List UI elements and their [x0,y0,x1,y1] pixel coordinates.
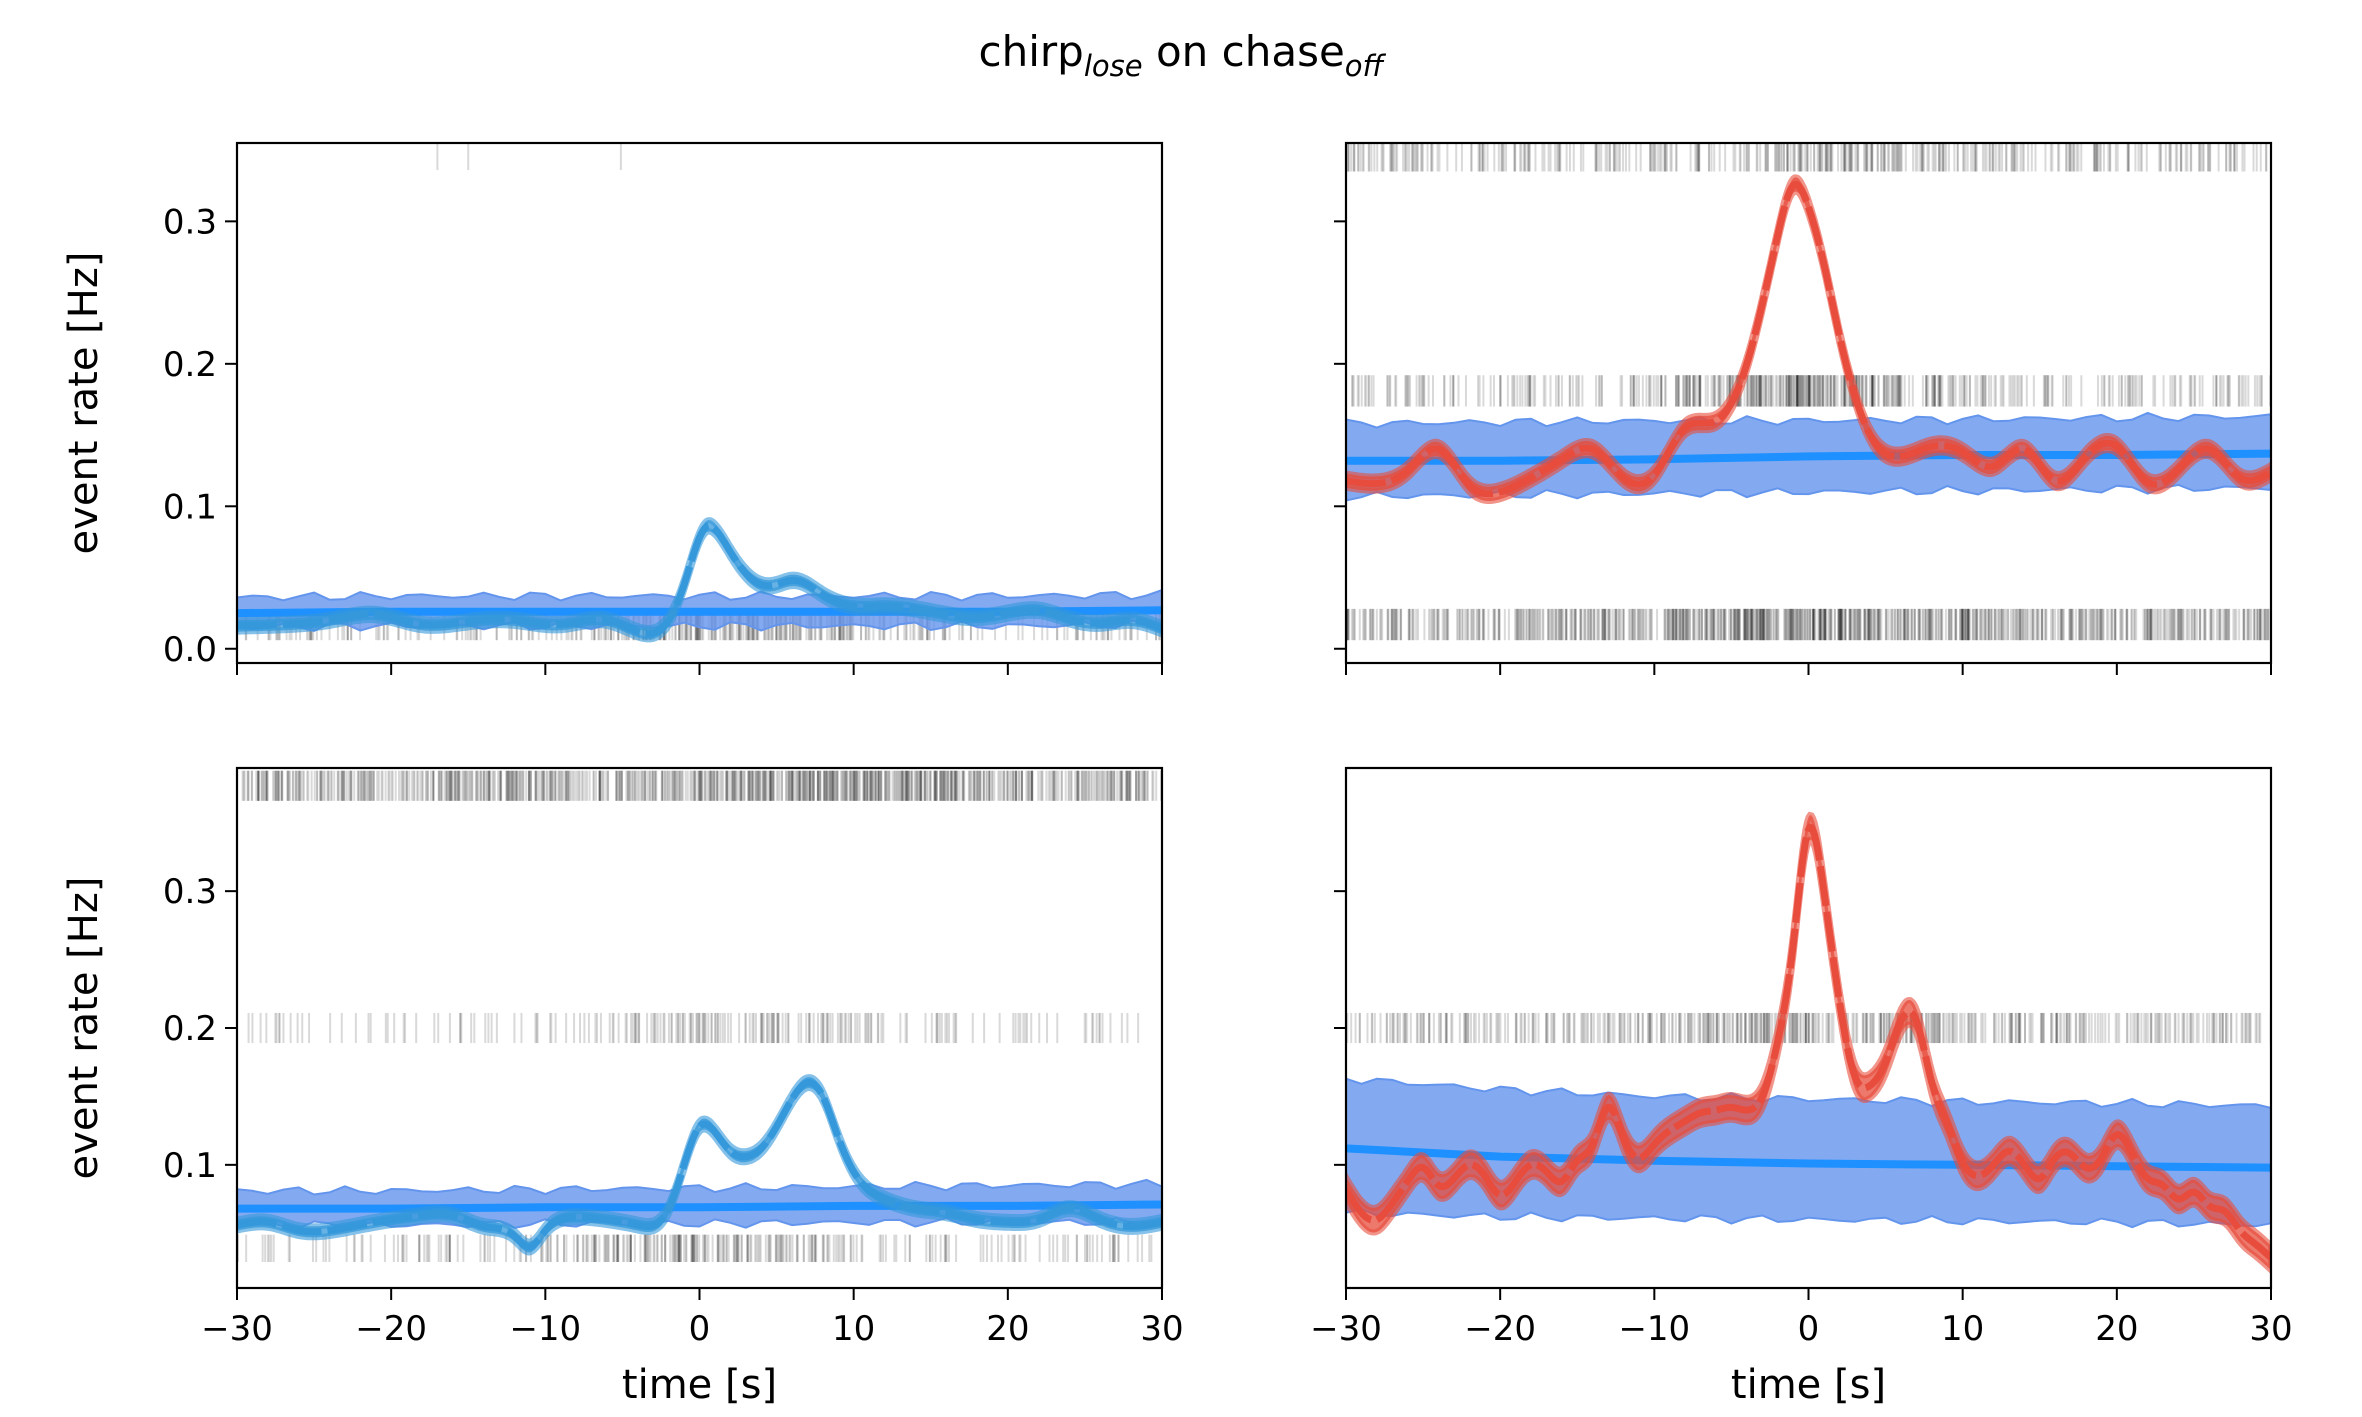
x-tick-label: −10 [1618,1309,1690,1349]
title-subscript-lose: lose [1084,49,1143,83]
event-raster [237,1234,1153,1262]
x-tick-label: 0 [689,1309,711,1349]
figure-title: chirplose on chaseoff [979,27,1387,83]
y-tick-label: 0.1 [163,1146,217,1186]
plot-area [237,770,1162,1262]
subplot-grid: 0.0 0.1 0.2 0.3 event rate [Hz] −30 −20 −10 0 10 2… [61,141,2293,1408]
signal-line [1346,180,2271,498]
event-raster [247,1012,1140,1044]
signal-line [237,522,1162,638]
x-axis-label: time [s] [622,1362,777,1408]
panel-top-left: 0.0 0.1 0.2 0.3 event rate [Hz] [61,141,1164,675]
y-tick-label: 0.3 [163,872,217,912]
y-tick-label: 0.0 [163,630,217,670]
y-tick-label: 0.1 [163,487,217,527]
event-raster [1346,608,2271,641]
event-raster [1351,375,2271,407]
y-axis-label: event rate [Hz] [61,252,107,555]
baseline-mean-line [1346,1144,2271,1172]
x-axis-label: time [s] [1731,1362,1886,1408]
x-tick-label: 20 [2095,1309,2138,1349]
event-raster [436,143,622,171]
x-tick-label: −30 [1310,1309,1382,1349]
x-tick-label: 20 [986,1309,1029,1349]
event-raster [241,770,1162,801]
x-tick-label: 30 [2249,1309,2292,1349]
plot-area [1346,143,2271,641]
plot-area [237,143,1162,643]
baseline-mean-line [237,1200,1162,1213]
x-tick-label: −20 [1464,1309,1536,1349]
x-tick-label: −10 [509,1309,581,1349]
signal-line [237,1078,1162,1251]
plot-area [1346,811,2271,1275]
x-tick-label: −20 [355,1309,427,1349]
y-tick-label: 0.3 [163,202,217,242]
title-subscript-off: off [1345,49,1387,83]
x-tick-label: 30 [1140,1309,1183,1349]
x-tick-label: −30 [201,1309,273,1349]
title-middle: on chase [1143,27,1345,76]
y-tick-label: 0.2 [163,1009,217,1049]
y-tick-label: 0.2 [163,345,217,385]
event-raster [1347,143,2268,172]
x-tick-label: 10 [1941,1309,1984,1349]
event-raster [1346,1012,2271,1044]
panel-bottom-left: −30 −20 −10 0 10 20 30 0.1 0.2 0.3 time [s] event r… [61,766,1184,1408]
signal-line [1346,823,2271,1261]
y-axis-label: event rate [Hz] [61,877,107,1180]
panel-bottom-right: −30 −20 −10 0 10 20 30 time [s] [1310,766,2293,1408]
title-main: chirp [979,27,1084,76]
panel-top-right [1334,141,2273,675]
x-tick-label: 10 [832,1309,875,1349]
x-tick-label: 0 [1798,1309,1820,1349]
